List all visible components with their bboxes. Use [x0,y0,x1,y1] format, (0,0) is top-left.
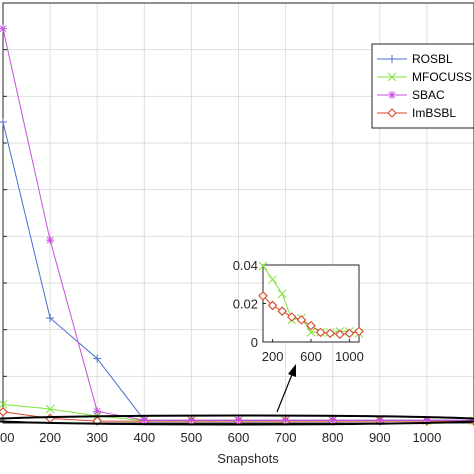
legend-marker [387,108,397,118]
legend-entry-rosbl: ROSBL [377,52,453,66]
inset-data-point [296,315,307,325]
data-point [375,416,384,425]
inset-frame [262,264,360,343]
inset-data-point [287,312,297,322]
inset-data-point [277,306,287,316]
data-point [0,24,7,33]
inset-data-point [325,328,335,339]
legend-marker [387,72,397,82]
inset-data-point [306,320,316,331]
zoom-highlight-ellipse [0,414,474,426]
data-point [140,416,149,425]
inset-x-tick-label: 200 [262,349,284,364]
data-point [328,416,337,425]
inset-data-point [354,326,364,337]
legend-marker [388,91,396,99]
x-tick-label: 700 [275,430,297,445]
x-tick-label: 900 [369,430,391,445]
legend-entry-mfocuss: MFOCUSS [377,70,472,84]
legend-label: ImBSBL [412,106,456,120]
data-point [187,416,196,425]
inset-series-imbsbl [258,291,364,340]
inset-data-point [306,328,316,337]
series-sbac [0,24,474,425]
inset-y-tick-label: 0 [251,335,258,350]
legend-entry-imbsbl: ImBSBL [377,106,456,120]
inset-data-point [258,261,268,271]
legend-label: SBAC [412,88,445,102]
x-axis-label: Snapshots [217,451,279,466]
x-tick-label: 500 [181,430,203,445]
legend: ROSBL MFOCUSS SBAC ImBSBL [371,43,474,129]
x-tick-label: 200 [39,430,61,445]
inset-data-point [315,327,326,338]
x-tick-label: 1000 [412,430,441,445]
x-tick-label: 00 [0,430,14,445]
x-tick-label: 400 [133,430,155,445]
legend-label: MFOCUSS [412,70,472,84]
data-point [45,404,55,414]
inset-data-point [335,329,345,340]
data-point [234,416,243,425]
data-point [93,407,102,416]
data-point [0,407,8,417]
inset-data-point [267,300,278,311]
inset-y-tick-label: 0.02 [233,297,258,312]
inset-x-tick-label: 600 [300,349,322,364]
data-point [422,416,431,425]
data-point [46,236,55,245]
data-point [0,118,7,126]
legend-marker [388,55,396,63]
inset-x-tick-label: 1000 [335,349,364,364]
inset-data-point [344,328,355,339]
data-point [0,399,8,409]
inset-data-point [277,289,287,299]
zoom-arrowhead [288,364,296,377]
x-tick-label: 800 [322,430,344,445]
inset-data-point [258,291,268,301]
zoom-arrow [276,371,294,413]
grid-lines [2,3,474,423]
inset-y-tick-label: 0.04 [233,258,258,273]
data-point [281,416,290,425]
inset-data-point [268,275,277,284]
x-tick-label: 600 [228,430,250,445]
legend-entry-sbac: SBAC [377,88,445,102]
data-point [45,413,55,424]
inset-chart: 0 0.02 0.04 200 600 1000 [233,258,364,364]
data-point [46,314,55,322]
legend-label: ROSBL [412,52,453,66]
data-point [93,354,102,363]
x-tick-label: 300 [86,430,108,445]
